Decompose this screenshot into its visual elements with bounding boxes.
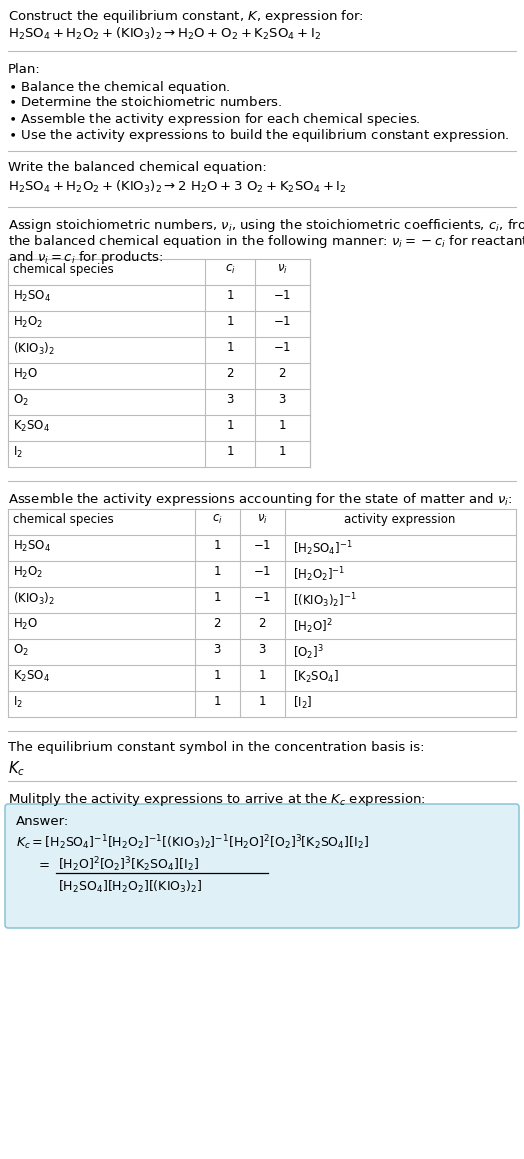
Text: $\mathrm{H_2SO_4}$: $\mathrm{H_2SO_4}$ [13, 539, 51, 554]
Text: chemical species: chemical species [13, 263, 114, 276]
Text: 2: 2 [278, 367, 286, 380]
Text: $[\mathrm{H_2O}]^{2}$: $[\mathrm{H_2O}]^{2}$ [293, 617, 333, 635]
Text: 1: 1 [213, 591, 221, 604]
Text: 1: 1 [213, 564, 221, 578]
Text: Write the balanced chemical equation:: Write the balanced chemical equation: [8, 161, 267, 174]
Text: and $\nu_i = c_i$ for products:: and $\nu_i = c_i$ for products: [8, 249, 163, 267]
Text: $[(\mathrm{KIO_3})_2]^{-1}$: $[(\mathrm{KIO_3})_2]^{-1}$ [293, 591, 357, 610]
Text: Plan:: Plan: [8, 63, 41, 76]
Text: $[\mathrm{I_2}]$: $[\mathrm{I_2}]$ [293, 695, 312, 712]
Text: $c_i$: $c_i$ [225, 263, 235, 276]
Text: $-1$: $-1$ [273, 341, 291, 353]
Text: $\mathrm{I_2}$: $\mathrm{I_2}$ [13, 445, 23, 460]
Text: $[\mathrm{H_2SO_4}] [\mathrm{H_2O_2}] [(\mathrm{KIO_3})_2]$: $[\mathrm{H_2SO_4}] [\mathrm{H_2O_2}] [(… [58, 879, 202, 895]
Text: $\mathrm{I_2}$: $\mathrm{I_2}$ [13, 695, 23, 710]
Text: $\nu_i$: $\nu_i$ [277, 263, 287, 276]
Text: 3: 3 [258, 643, 266, 656]
Text: $-1$: $-1$ [253, 539, 271, 552]
Text: $\mathrm{O_2}$: $\mathrm{O_2}$ [13, 643, 29, 658]
Text: $\mathrm{H_2O}$: $\mathrm{H_2O}$ [13, 367, 38, 382]
Text: 3: 3 [278, 393, 286, 406]
Text: $\bullet$ Balance the chemical equation.: $\bullet$ Balance the chemical equation. [8, 79, 231, 96]
Text: $\mathrm{H_2SO_4 + H_2O_2 + (KIO_3)_2 \rightarrow 2\ H_2O + 3\ O_2 + K_2SO_4 + I: $\mathrm{H_2SO_4 + H_2O_2 + (KIO_3)_2 \r… [8, 178, 347, 195]
Text: $-1$: $-1$ [253, 591, 271, 604]
Text: $\mathrm{(KIO_3)_2}$: $\mathrm{(KIO_3)_2}$ [13, 341, 55, 357]
Text: 1: 1 [226, 315, 234, 328]
Text: 1: 1 [226, 420, 234, 432]
Text: 1: 1 [278, 420, 286, 432]
Text: $[\mathrm{H_2O_2}]^{-1}$: $[\mathrm{H_2O_2}]^{-1}$ [293, 564, 345, 584]
Text: $\bullet$ Determine the stoichiometric numbers.: $\bullet$ Determine the stoichiometric n… [8, 95, 282, 109]
Text: 3: 3 [213, 643, 221, 656]
Text: $\mathrm{K_2SO_4}$: $\mathrm{K_2SO_4}$ [13, 669, 50, 684]
Text: Construct the equilibrium constant, $K$, expression for:: Construct the equilibrium constant, $K$,… [8, 8, 364, 25]
Text: $\bullet$ Use the activity expressions to build the equilibrium constant express: $\bullet$ Use the activity expressions t… [8, 127, 509, 144]
Text: $\bullet$ Assemble the activity expression for each chemical species.: $\bullet$ Assemble the activity expressi… [8, 111, 421, 127]
Text: chemical species: chemical species [13, 513, 114, 526]
Text: $=$: $=$ [36, 858, 50, 870]
Text: $\mathrm{H_2O}$: $\mathrm{H_2O}$ [13, 617, 38, 632]
Text: 3: 3 [226, 393, 234, 406]
Text: 1: 1 [213, 669, 221, 681]
Text: 1: 1 [226, 341, 234, 353]
Text: $[\mathrm{H_2SO_4}]^{-1}$: $[\mathrm{H_2SO_4}]^{-1}$ [293, 539, 353, 557]
Text: Answer:: Answer: [16, 815, 69, 828]
Text: 2: 2 [258, 617, 266, 630]
Text: $\nu_i$: $\nu_i$ [257, 513, 267, 526]
Text: activity expression: activity expression [344, 513, 456, 526]
Text: 1: 1 [213, 539, 221, 552]
Text: The equilibrium constant symbol in the concentration basis is:: The equilibrium constant symbol in the c… [8, 741, 424, 755]
Text: the balanced chemical equation in the following manner: $\nu_i = -c_i$ for react: the balanced chemical equation in the fo… [8, 233, 524, 250]
Text: $-1$: $-1$ [273, 315, 291, 328]
Text: 1: 1 [258, 695, 266, 708]
Text: $\mathrm{H_2O_2}$: $\mathrm{H_2O_2}$ [13, 315, 43, 330]
Text: $-1$: $-1$ [273, 289, 291, 302]
Text: 1: 1 [213, 695, 221, 708]
Text: $\mathrm{H_2SO_4 + H_2O_2 + (KIO_3)_2 \rightarrow H_2O + O_2 + K_2SO_4 + I_2}$: $\mathrm{H_2SO_4 + H_2O_2 + (KIO_3)_2 \r… [8, 25, 321, 42]
Text: $c_i$: $c_i$ [212, 513, 222, 526]
Text: $-1$: $-1$ [253, 564, 271, 578]
Text: Mulitply the activity expressions to arrive at the $K_c$ expression:: Mulitply the activity expressions to arr… [8, 790, 426, 808]
Text: $\mathrm{O_2}$: $\mathrm{O_2}$ [13, 393, 29, 408]
Text: $[\mathrm{H_2O}]^{2} [\mathrm{O_2}]^{3} [\mathrm{K_2SO_4}] [\mathrm{I_2}]$: $[\mathrm{H_2O}]^{2} [\mathrm{O_2}]^{3} … [58, 855, 199, 874]
Text: Assign stoichiometric numbers, $\nu_i$, using the stoichiometric coefficients, $: Assign stoichiometric numbers, $\nu_i$, … [8, 217, 524, 234]
Text: 2: 2 [226, 367, 234, 380]
Text: 1: 1 [226, 289, 234, 302]
FancyBboxPatch shape [5, 804, 519, 928]
Text: 1: 1 [278, 445, 286, 458]
Text: $\mathrm{(KIO_3)_2}$: $\mathrm{(KIO_3)_2}$ [13, 591, 55, 607]
Text: $\mathrm{K_2SO_4}$: $\mathrm{K_2SO_4}$ [13, 420, 50, 435]
Text: $\mathrm{H_2SO_4}$: $\mathrm{H_2SO_4}$ [13, 289, 51, 304]
Text: Assemble the activity expressions accounting for the state of matter and $\nu_i$: Assemble the activity expressions accoun… [8, 491, 512, 508]
Text: $[\mathrm{O_2}]^{3}$: $[\mathrm{O_2}]^{3}$ [293, 643, 324, 662]
Text: 1: 1 [258, 669, 266, 681]
Text: $[\mathrm{K_2SO_4}]$: $[\mathrm{K_2SO_4}]$ [293, 669, 339, 685]
Text: 1: 1 [226, 445, 234, 458]
Text: $\mathrm{H_2O_2}$: $\mathrm{H_2O_2}$ [13, 564, 43, 581]
Text: $K_c = [\mathrm{H_2SO_4}]^{-1} [\mathrm{H_2O_2}]^{-1} [(\mathrm{KIO_3})_2]^{-1} : $K_c = [\mathrm{H_2SO_4}]^{-1} [\mathrm{… [16, 833, 369, 852]
Text: $K_c$: $K_c$ [8, 759, 25, 778]
Text: 2: 2 [213, 617, 221, 630]
